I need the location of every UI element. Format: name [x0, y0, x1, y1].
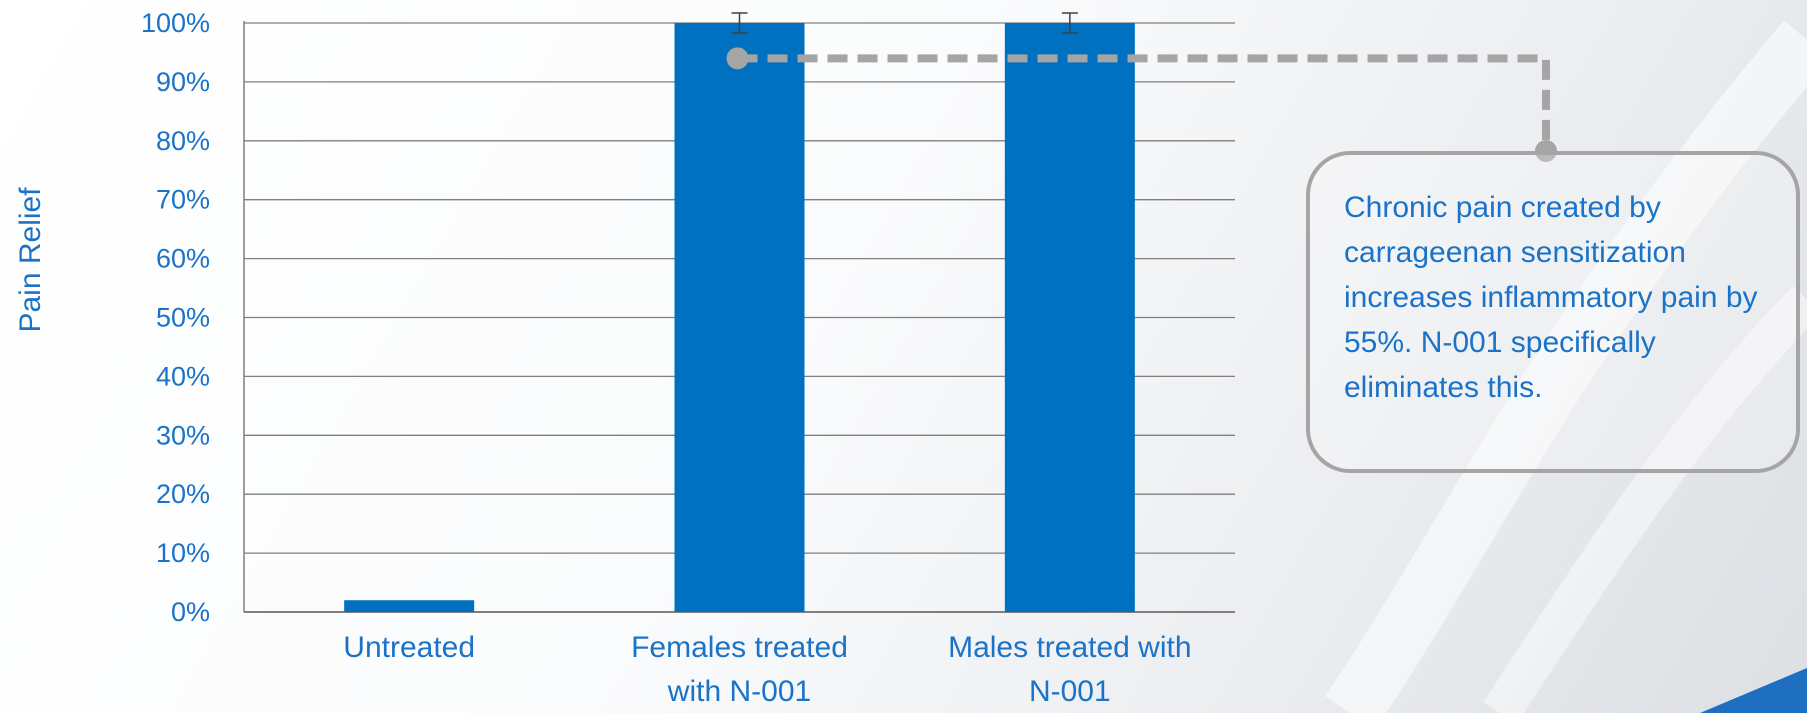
bar	[674, 23, 805, 612]
connector-line	[737, 54, 1550, 151]
x-category-label: Females treated with N-001	[631, 631, 848, 708]
y-tick-label: 30%	[156, 420, 210, 450]
y-tick-label: 40%	[156, 361, 210, 391]
callout-text: Chronic pain created by carrageenan sens…	[1344, 191, 1758, 404]
y-tick-label: 60%	[156, 244, 210, 274]
error-bars	[731, 12, 1078, 34]
y-tick-label: 80%	[156, 126, 210, 156]
y-axis-title: Pain Relief	[14, 187, 47, 333]
connector-start-dot	[726, 47, 749, 70]
error-bar	[1061, 12, 1078, 34]
y-tick-label: 70%	[156, 185, 210, 215]
y-tick-label: 10%	[156, 538, 210, 568]
bar	[344, 600, 475, 612]
x-category-label-line: Males treated with	[948, 631, 1191, 664]
callout-connector	[726, 47, 1557, 162]
x-category-label: Untreated	[343, 631, 475, 664]
x-category-label-line: Untreated	[343, 631, 475, 664]
y-tick-label: 0%	[171, 597, 210, 627]
y-tick-label: 20%	[156, 479, 210, 509]
x-axis-categories: Untreated Females treated with N-001 Males …	[343, 631, 1191, 708]
corner-accent	[1700, 668, 1807, 713]
y-tick-label: 50%	[156, 303, 210, 333]
bars	[344, 23, 1135, 612]
bar	[1004, 23, 1135, 612]
callout-box: Chronic pain created by carrageenan sens…	[1306, 151, 1800, 473]
x-category-label: Males treated with N-001	[948, 631, 1191, 708]
x-category-label-line: with N-001	[667, 675, 811, 708]
y-tick-label: 100%	[141, 8, 210, 38]
error-bar	[731, 12, 748, 34]
x-category-label-line: N-001	[1029, 675, 1111, 708]
y-axis-ticks: 0% 10% 20% 30% 40% 50% 60% 70% 80% 90% 100%	[141, 8, 210, 627]
y-tick-label: 90%	[156, 67, 210, 97]
x-category-label-line: Females treated	[631, 631, 848, 664]
